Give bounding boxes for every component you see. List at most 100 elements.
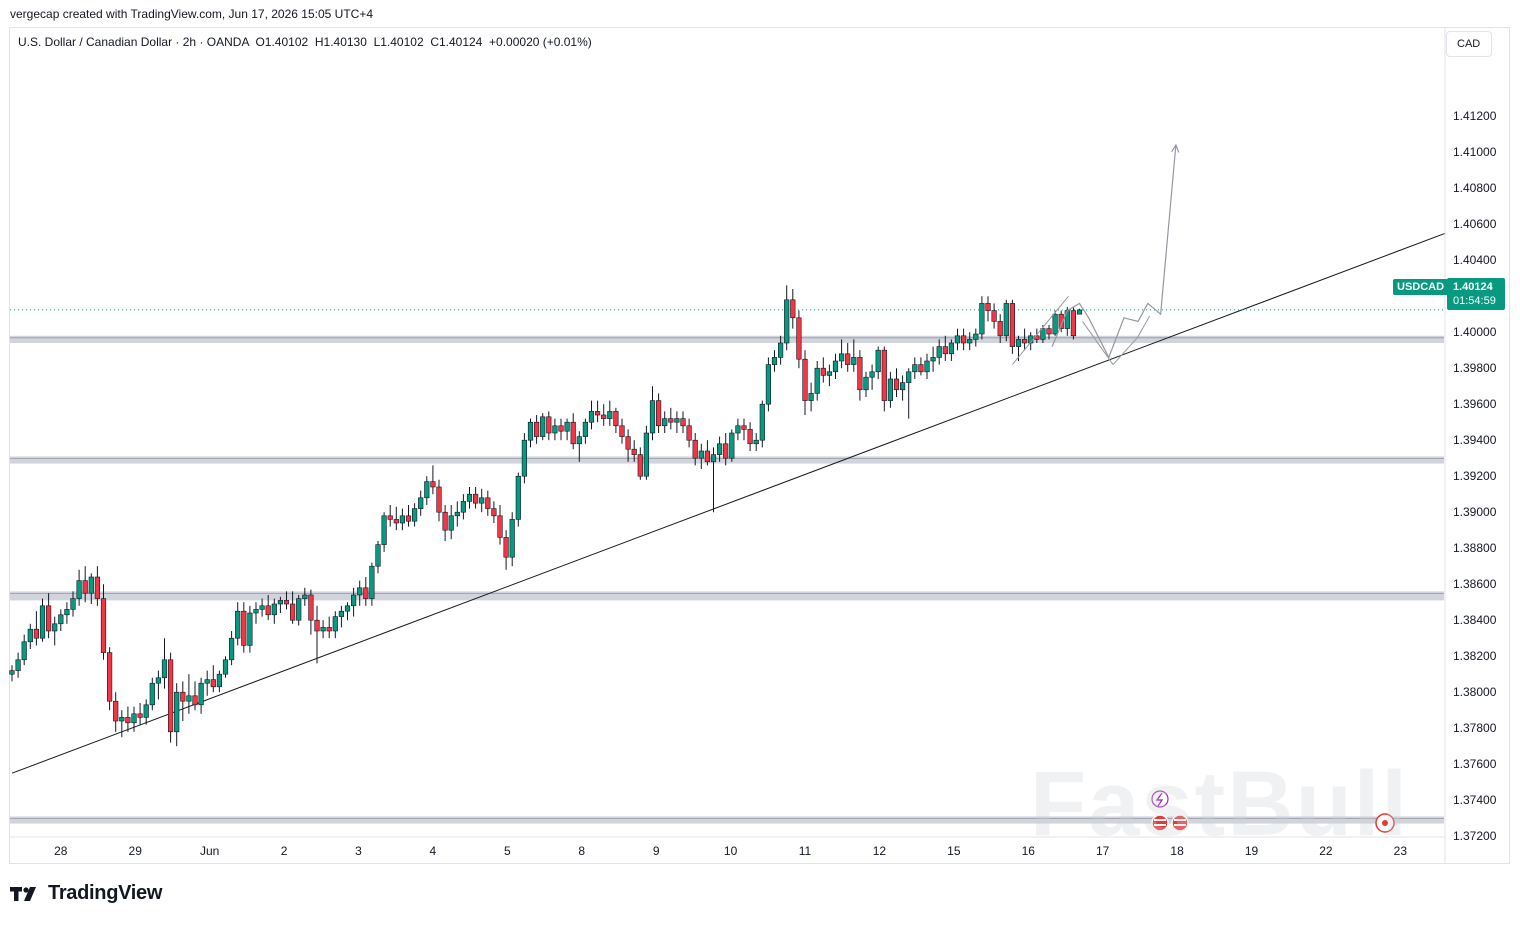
candle-152 xyxy=(936,339,942,365)
candle-98 xyxy=(607,400,613,426)
event-marker-lightning-icon xyxy=(1151,790,1169,808)
candle-body xyxy=(716,443,723,455)
candle-body xyxy=(887,378,893,401)
candle-79 xyxy=(491,501,497,523)
candle-body xyxy=(21,641,27,661)
candle-body xyxy=(192,695,198,706)
flag-stripe xyxy=(1174,819,1186,821)
candle-body xyxy=(119,717,125,722)
candle-body xyxy=(674,418,680,423)
candle-86 xyxy=(533,415,540,444)
candle-29 xyxy=(186,674,192,714)
legend-exchange: OANDA xyxy=(206,35,249,49)
candle-148 xyxy=(912,357,918,379)
last-price-label: 1.40124 01:54:59 xyxy=(1447,278,1505,310)
candle-94 xyxy=(582,418,588,444)
candle-83 xyxy=(515,472,521,527)
time-tick-label: 5 xyxy=(504,844,511,858)
candle-body xyxy=(326,627,332,632)
candle-62 xyxy=(387,505,393,527)
time-tick-label: 15 xyxy=(947,844,961,858)
symbol-price-tag: USDCAD xyxy=(1393,279,1449,295)
candle-body xyxy=(131,713,137,724)
candle-body xyxy=(161,659,168,679)
candle-body xyxy=(686,425,692,441)
currency-selector[interactable]: CAD xyxy=(1446,31,1492,57)
candle-body xyxy=(735,425,741,434)
candle-body xyxy=(930,357,936,362)
candle-body xyxy=(1015,339,1022,347)
candle-body xyxy=(235,610,241,639)
price-tick-label: 1.37400 xyxy=(1453,793,1497,807)
last-price-value: 1.40124 xyxy=(1453,281,1493,293)
candle-body xyxy=(838,353,845,362)
candle-95 xyxy=(588,400,595,430)
candle-129 xyxy=(796,310,802,369)
fastbull-watermark: FastBull xyxy=(1030,753,1409,855)
candle-body xyxy=(259,605,265,610)
candle-19 xyxy=(125,706,131,732)
candle-90 xyxy=(558,418,564,441)
candle-45 xyxy=(283,591,290,610)
candle-151 xyxy=(930,346,936,372)
candle-body xyxy=(107,652,113,702)
candle-body xyxy=(527,421,534,441)
candle-15 xyxy=(100,584,107,660)
candle-65 xyxy=(405,505,412,527)
pattern-line-2 xyxy=(1112,337,1138,365)
candle-147 xyxy=(906,368,912,419)
candle-body xyxy=(497,515,503,538)
candle-body xyxy=(479,497,485,504)
candle-body xyxy=(540,416,546,437)
candle-body xyxy=(381,515,387,545)
tradingview-logo[interactable]: TradingView xyxy=(10,882,162,905)
price-tick-label: 1.38000 xyxy=(1453,685,1497,699)
candle-161 xyxy=(991,303,997,329)
candle-108 xyxy=(668,407,674,430)
price-tick-label: 1.37800 xyxy=(1453,721,1497,735)
candle-102 xyxy=(631,440,637,462)
candle-body xyxy=(680,418,686,427)
candle-2 xyxy=(21,634,27,666)
candle-97 xyxy=(601,404,607,426)
candle-body xyxy=(1021,339,1028,344)
candle-38 xyxy=(241,602,247,653)
time-tick-label: 22 xyxy=(1319,844,1333,858)
candle-52 xyxy=(326,616,332,639)
symbol-legend[interactable]: U.S. Dollar / Canadian Dollar · 2h · OAN… xyxy=(18,35,592,49)
candle-49 xyxy=(308,589,314,635)
candle-body xyxy=(954,335,961,344)
candle-46 xyxy=(289,591,296,624)
candle-110 xyxy=(680,411,686,433)
candle-body xyxy=(472,493,479,504)
candle-body xyxy=(283,600,290,605)
candle-36 xyxy=(229,631,235,666)
candle-body xyxy=(33,628,39,639)
candle-72 xyxy=(448,505,454,540)
candle-body xyxy=(881,349,887,401)
candle-body xyxy=(1009,303,1015,347)
candle-body xyxy=(277,600,284,605)
candle-47 xyxy=(296,595,302,626)
candle-body xyxy=(82,580,88,594)
candle-32 xyxy=(204,670,210,696)
candle-body xyxy=(491,508,497,517)
candle-99 xyxy=(613,407,619,433)
candle-body xyxy=(723,443,729,459)
candle-body xyxy=(70,598,76,610)
candle-156 xyxy=(960,328,967,351)
candle-body xyxy=(411,508,418,522)
candle-body xyxy=(88,576,94,594)
candle-body xyxy=(436,486,442,513)
candle-78 xyxy=(485,490,491,516)
legend-high: H1.40130 xyxy=(314,35,367,49)
candle-body xyxy=(869,371,875,378)
price-tick-label: 1.39600 xyxy=(1453,397,1497,411)
candle-body xyxy=(533,421,540,437)
candle-14 xyxy=(94,566,100,606)
candle-body xyxy=(643,432,649,477)
candle-93 xyxy=(576,431,582,462)
candle-128 xyxy=(790,289,796,329)
candle-body xyxy=(558,425,564,432)
